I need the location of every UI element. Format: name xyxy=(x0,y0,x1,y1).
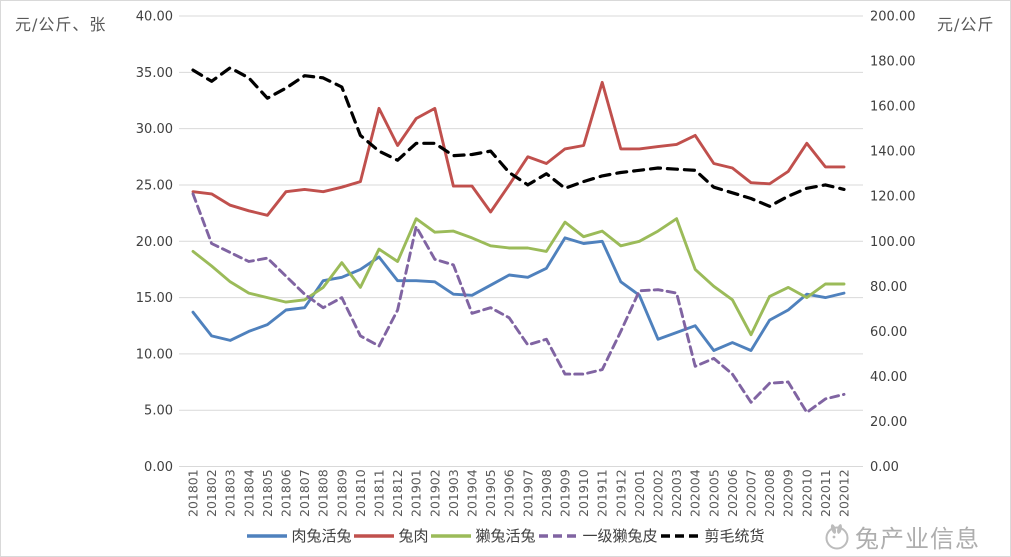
x-axis-tick-label: 202006 xyxy=(725,469,740,517)
series-line-兔肉 xyxy=(191,80,846,217)
x-axis-tick-label: 201907 xyxy=(520,469,535,517)
legend-item: 獭兔活兔 xyxy=(430,525,536,546)
series-line-肉兔活兔 xyxy=(191,236,846,352)
x-axis-tick-label: 201809 xyxy=(334,469,349,517)
x-axis-tick-label: 201802 xyxy=(204,469,219,517)
x-axis-tick-label: 201807 xyxy=(297,469,312,517)
x-axis-tick-label: 201805 xyxy=(260,469,275,517)
right-axis-tick-label: 200.00 xyxy=(870,10,916,25)
x-axis-tick-label: 201804 xyxy=(241,469,256,517)
legend-label: 肉兔活兔 xyxy=(291,527,352,545)
right-axis-tick-label: 180.00 xyxy=(870,55,916,70)
legend-item: 剪毛统货 xyxy=(660,525,765,546)
x-axis-tick-label: 201810 xyxy=(353,469,368,517)
legend-label: 一级獭兔皮 xyxy=(582,527,658,545)
legend-line-sample xyxy=(354,533,395,538)
series-line-獭兔活兔 xyxy=(191,217,846,337)
legend-item: 肉兔活兔 xyxy=(246,525,351,546)
left-axis-title: 元/公斤、张 xyxy=(15,15,107,34)
legend-label: 獭兔活兔 xyxy=(475,527,536,545)
legend-label: 兔肉 xyxy=(398,527,429,545)
x-axis-tick-label: 201905 xyxy=(483,469,498,517)
x-axis-tick-label: 202003 xyxy=(669,469,684,517)
x-axis-tick-label: 201812 xyxy=(390,469,405,517)
watermark-text: 兔产业信息 xyxy=(855,525,980,553)
right-axis-tick-label: 140.00 xyxy=(870,145,916,160)
x-axis-tick-label: 202010 xyxy=(799,469,814,517)
right-axis-tick-label: 60.00 xyxy=(870,325,907,340)
left-axis-tick-label: 5.00 xyxy=(144,404,173,419)
right-axis-title: 元/公斤 xyxy=(937,15,995,34)
watermark: 兔产业信息 xyxy=(823,519,980,554)
x-axis-tick-label: 201909 xyxy=(558,469,573,517)
x-axis-tick-label: 201902 xyxy=(427,469,442,517)
series-line-剪毛统货 xyxy=(191,66,846,208)
right-axis-tick-label: 80.00 xyxy=(870,280,907,295)
x-axis-tick-label: 201803 xyxy=(223,469,238,517)
x-axis-tick-label: 202012 xyxy=(837,469,852,517)
x-axis-tick-label: 202008 xyxy=(762,469,777,517)
right-axis-tick-label: 100.00 xyxy=(870,235,916,250)
x-axis-tick-label: 202007 xyxy=(744,469,759,517)
x-axis-tick-label: 201911 xyxy=(595,469,610,517)
legend-line-sample xyxy=(247,533,288,538)
x-axis-tick-label: 201910 xyxy=(576,469,591,517)
x-axis-tick-label: 202009 xyxy=(781,469,796,517)
right-axis-tick-label: 20.00 xyxy=(870,415,907,430)
right-axis-tick-label: 120.00 xyxy=(870,190,916,205)
series-line-一级獭兔皮 xyxy=(191,192,846,414)
legend-line-sample xyxy=(538,533,579,538)
left-axis-tick-label: 15.00 xyxy=(136,291,173,306)
x-axis-tick-label: 201904 xyxy=(465,469,480,517)
x-axis-tick-label: 201811 xyxy=(372,469,387,517)
x-axis-tick-label: 201806 xyxy=(279,469,294,517)
left-axis-tick-label: 25.00 xyxy=(136,178,173,193)
x-axis-tick-label: 201906 xyxy=(502,469,517,517)
left-axis-tick-label: 20.00 xyxy=(136,235,173,250)
x-axis-tick-label: 201908 xyxy=(539,469,554,517)
x-axis-tick-label: 202005 xyxy=(706,469,721,517)
left-axis-tick-label: 0.00 xyxy=(144,460,173,475)
legend-line-sample xyxy=(431,533,472,538)
x-axis-tick-label: 201801 xyxy=(186,469,201,517)
chart-legend: 肉兔活兔 兔肉 獭兔活兔 一级獭兔皮 剪毛统货 xyxy=(1,525,1010,546)
rabbit-logo-icon xyxy=(825,523,849,549)
legend-item: 兔肉 xyxy=(353,525,428,546)
x-axis-tick-label: 201901 xyxy=(409,469,424,517)
left-axis-tick-label: 30.00 xyxy=(136,122,173,137)
left-axis-tick-label: 35.00 xyxy=(136,66,173,81)
left-axis-tick-label: 10.00 xyxy=(136,347,173,362)
legend-line-sample xyxy=(660,533,701,538)
x-axis-tick-label: 202001 xyxy=(632,469,647,517)
right-axis-tick-label: 160.00 xyxy=(870,100,916,115)
right-axis-tick-label: 0.00 xyxy=(870,460,899,475)
legend-item: 一级獭兔皮 xyxy=(538,525,658,546)
x-axis-tick-label: 201808 xyxy=(316,469,331,517)
x-axis-tick-label: 202002 xyxy=(651,469,666,517)
x-axis-tick-label: 202004 xyxy=(688,469,703,517)
x-axis-tick-label: 202011 xyxy=(818,469,833,517)
right-axis-tick-label: 40.00 xyxy=(870,370,907,385)
x-axis-tick-label: 201912 xyxy=(613,469,628,517)
x-axis-tick-label: 201903 xyxy=(446,469,461,517)
legend-label: 剪毛统货 xyxy=(704,527,765,545)
left-axis-tick-label: 40.00 xyxy=(136,10,173,25)
